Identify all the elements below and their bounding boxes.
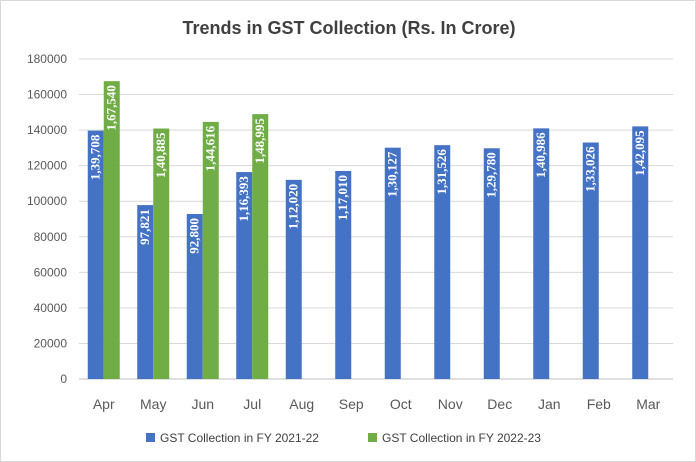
bar-fy2021-22-jan	[533, 128, 550, 379]
bars	[87, 81, 649, 380]
data-label: 97,821	[137, 209, 152, 245]
data-label: 1,39,708	[88, 134, 103, 180]
y-tick-label: 100000	[27, 194, 67, 208]
x-tick-label: Nov	[438, 396, 463, 412]
x-tick-label: Jun	[191, 396, 214, 412]
data-label: 92,800	[187, 218, 202, 254]
data-label: 1,67,540	[104, 85, 119, 131]
data-label: 1,17,010	[335, 175, 350, 221]
data-label: 1,40,885	[153, 132, 168, 178]
bar-fy2021-22-nov	[434, 145, 451, 379]
x-tick-label: Mar	[636, 396, 660, 412]
x-tick-label: Jan	[538, 396, 561, 412]
data-label: 1,16,393	[236, 176, 251, 222]
y-tick-label: 60000	[34, 265, 68, 279]
legend-swatch	[368, 433, 377, 442]
y-tick-label: 120000	[27, 159, 67, 173]
gridlines	[79, 58, 673, 380]
data-label: 1,40,986	[533, 132, 548, 178]
bar-fy2021-22-jun	[186, 214, 203, 379]
data-label: 1,29,780	[484, 152, 499, 198]
data-label: 1,31,526	[434, 149, 449, 195]
chart-title: Trends in GST Collection (Rs. In Crore)	[182, 18, 515, 38]
x-axis-ticks: Apr May Jun Jul Aug Sep Oct Nov Dec Jan Feb Mar	[93, 396, 661, 412]
legend-label: GST Collection in FY 2021-22	[160, 431, 319, 445]
y-tick-label: 180000	[27, 52, 67, 66]
bar-fy2022-23-jun	[202, 121, 219, 379]
x-tick-label: Oct	[390, 396, 412, 412]
bar-fy2021-22-oct	[384, 147, 401, 379]
x-tick-label: Aug	[289, 396, 314, 412]
legend: GST Collection in FY 2021-22 GST Collecti…	[146, 431, 541, 445]
y-tick-label: 20000	[34, 336, 68, 350]
data-label: 1,44,616	[203, 125, 218, 171]
y-tick-label: 80000	[34, 230, 68, 244]
legend-label: GST Collection in FY 2022-23	[382, 431, 541, 445]
x-tick-label: Feb	[587, 396, 611, 412]
bar-fy2021-22-sep	[335, 170, 352, 379]
bar-fy2021-22-may	[137, 205, 154, 379]
x-tick-label: Dec	[487, 396, 512, 412]
data-label: 1,42,095	[632, 130, 647, 176]
data-label: 1,12,020	[286, 184, 301, 230]
x-tick-label: Jul	[243, 396, 261, 412]
bar-fy2021-22-aug	[285, 179, 302, 379]
y-tick-label: 40000	[34, 301, 68, 315]
x-tick-label: Apr	[93, 396, 115, 412]
y-tick-label: 0	[60, 372, 67, 386]
y-tick-label: 140000	[27, 123, 67, 137]
x-tick-label: Sep	[339, 396, 364, 412]
y-axis-ticks: 0 20000 40000 60000 80000 100000 120000 140000 1…	[27, 52, 67, 386]
data-label: 1,33,026	[583, 146, 598, 192]
y-tick-label: 160000	[27, 88, 67, 102]
data-label: 1,30,127	[385, 151, 400, 197]
bar-fy2021-22-feb	[582, 142, 599, 379]
bar-fy2022-23-may	[153, 128, 170, 379]
bar-fy2021-22-mar	[632, 126, 649, 380]
bar-fy2022-23-jul	[252, 114, 269, 380]
bar-fy2021-22-jul	[236, 172, 253, 379]
bar-fy2021-22-dec	[483, 148, 500, 379]
x-tick-label: May	[140, 396, 166, 412]
data-label: 1,48,995	[252, 118, 267, 164]
bar-fy2022-23-apr	[103, 81, 120, 379]
legend-swatch	[146, 433, 155, 442]
bar-fy2021-22-apr	[87, 130, 104, 379]
